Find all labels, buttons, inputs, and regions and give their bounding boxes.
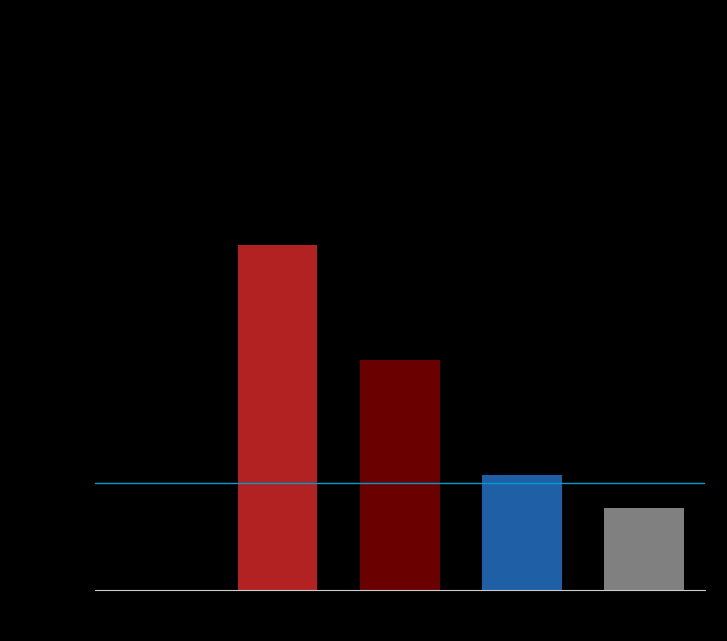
Bar [238,245,318,590]
Bar [604,508,684,590]
Bar [482,475,562,590]
Bar [360,360,440,590]
